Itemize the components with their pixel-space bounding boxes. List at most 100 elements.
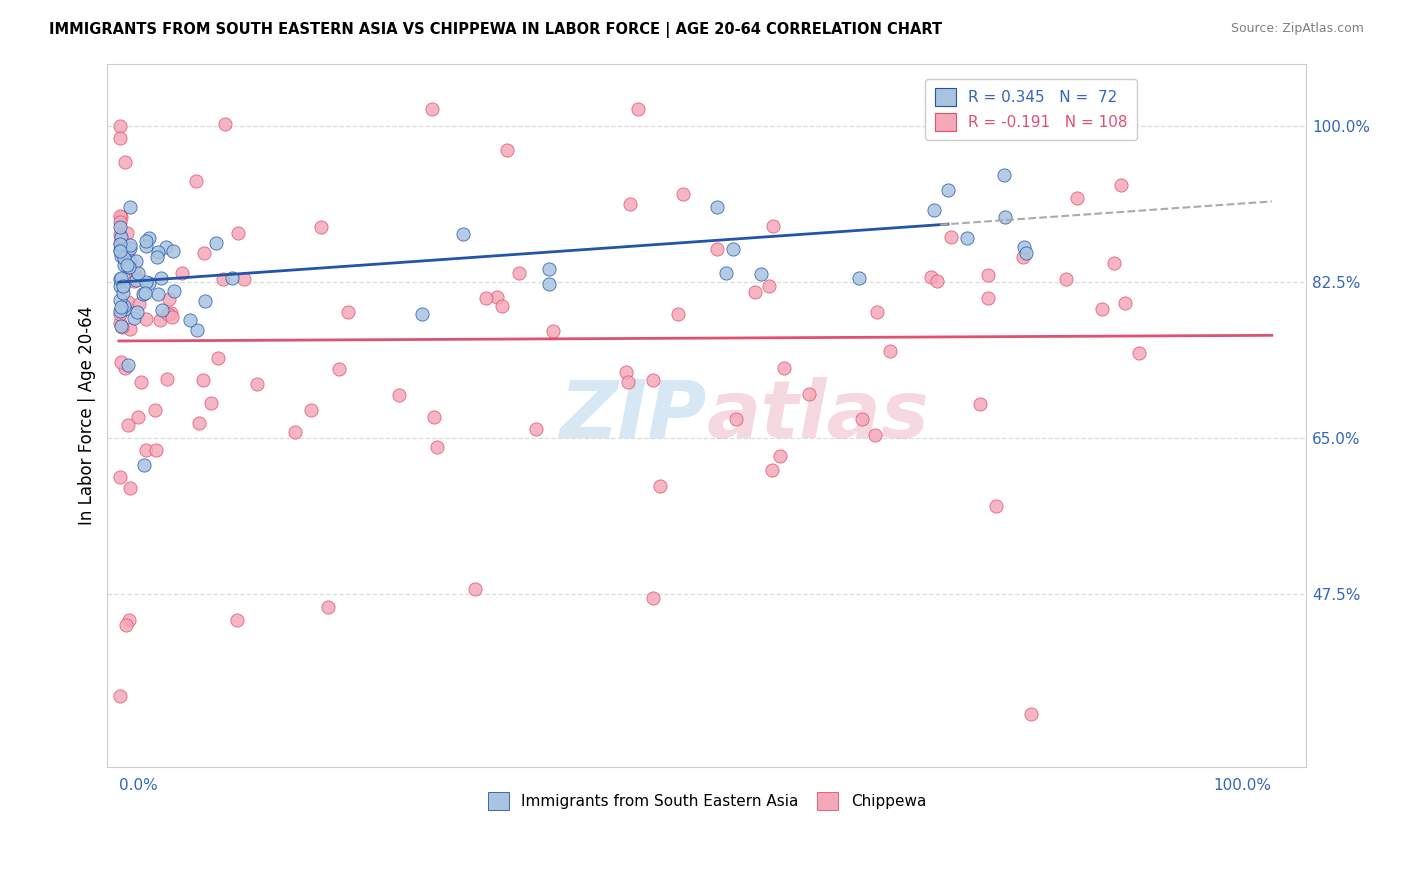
- Point: [761, 463, 783, 477]
- Point: [112, 258, 135, 272]
- Point: [115, 258, 138, 272]
- Point: [110, 243, 132, 257]
- Point: [706, 200, 728, 214]
- Point: [127, 410, 149, 425]
- Point: [851, 411, 873, 425]
- Point: [156, 372, 179, 386]
- Point: [134, 458, 156, 472]
- Point: [1102, 256, 1125, 270]
- Point: [205, 236, 228, 251]
- Point: [117, 358, 139, 372]
- Point: [159, 306, 181, 320]
- Text: IMMIGRANTS FROM SOUTH EASTERN ASIA VS CHIPPEWA IN LABOR FORCE | AGE 20-64 CORREL: IMMIGRANTS FROM SOUTH EASTERN ASIA VS CH…: [49, 22, 942, 38]
- Point: [112, 299, 135, 313]
- Point: [110, 316, 132, 330]
- Point: [179, 313, 201, 327]
- Point: [114, 301, 136, 316]
- Point: [115, 227, 138, 241]
- Point: [984, 499, 1007, 513]
- Point: [128, 297, 150, 311]
- Point: [120, 481, 142, 495]
- Point: [799, 386, 821, 401]
- Point: [108, 130, 131, 145]
- Point: [110, 230, 132, 244]
- Point: [1128, 346, 1150, 360]
- Point: [246, 377, 269, 392]
- Point: [328, 361, 350, 376]
- Point: [108, 244, 131, 259]
- Point: [977, 292, 1000, 306]
- Point: [138, 231, 160, 245]
- Point: [226, 226, 249, 240]
- Point: [135, 443, 157, 458]
- Point: [773, 361, 796, 376]
- Point: [388, 387, 411, 401]
- Text: atlas: atlas: [707, 376, 929, 455]
- Point: [108, 243, 131, 257]
- Point: [925, 274, 948, 288]
- Point: [127, 272, 149, 286]
- Point: [464, 582, 486, 597]
- Y-axis label: In Labor Force | Age 20-64: In Labor Force | Age 20-64: [79, 306, 96, 525]
- Point: [118, 260, 141, 274]
- Point: [110, 319, 132, 334]
- Point: [543, 324, 565, 338]
- Point: [122, 311, 145, 326]
- Point: [284, 425, 307, 439]
- Point: [214, 117, 236, 131]
- Point: [184, 173, 207, 187]
- Point: [111, 279, 134, 293]
- Point: [118, 322, 141, 336]
- Point: [160, 310, 183, 324]
- Point: [1012, 250, 1035, 264]
- Point: [207, 351, 229, 366]
- Point: [956, 231, 979, 245]
- Point: [127, 266, 149, 280]
- Point: [411, 307, 433, 321]
- Point: [124, 267, 146, 281]
- Point: [299, 403, 322, 417]
- Point: [114, 361, 136, 376]
- Point: [135, 275, 157, 289]
- Point: [538, 277, 561, 291]
- Point: [475, 291, 498, 305]
- Point: [112, 279, 135, 293]
- Point: [537, 261, 560, 276]
- Point: [145, 250, 167, 264]
- Point: [148, 244, 170, 259]
- Point: [1099, 120, 1122, 134]
- Point: [125, 305, 148, 319]
- Point: [157, 293, 180, 307]
- Point: [762, 219, 785, 233]
- Point: [134, 285, 156, 300]
- Point: [170, 266, 193, 280]
- Point: [149, 271, 172, 285]
- Point: [108, 214, 131, 228]
- Point: [714, 267, 737, 281]
- Point: [200, 396, 222, 410]
- Point: [848, 271, 870, 285]
- Point: [866, 305, 889, 319]
- Point: [233, 272, 256, 286]
- Point: [135, 311, 157, 326]
- Point: [648, 479, 671, 493]
- Point: [143, 402, 166, 417]
- Point: [627, 102, 650, 116]
- Point: [122, 274, 145, 288]
- Text: 100.0%: 100.0%: [1213, 778, 1272, 793]
- Point: [110, 211, 132, 225]
- Point: [114, 617, 136, 632]
- Point: [744, 285, 766, 299]
- Point: [108, 278, 131, 293]
- Point: [110, 300, 132, 314]
- Point: [135, 234, 157, 248]
- Point: [110, 355, 132, 369]
- Point: [994, 211, 1017, 225]
- Point: [225, 613, 247, 627]
- Point: [108, 689, 131, 703]
- Point: [619, 196, 641, 211]
- Point: [1015, 246, 1038, 260]
- Text: 0.0%: 0.0%: [120, 778, 157, 793]
- Point: [863, 428, 886, 442]
- Point: [666, 307, 689, 321]
